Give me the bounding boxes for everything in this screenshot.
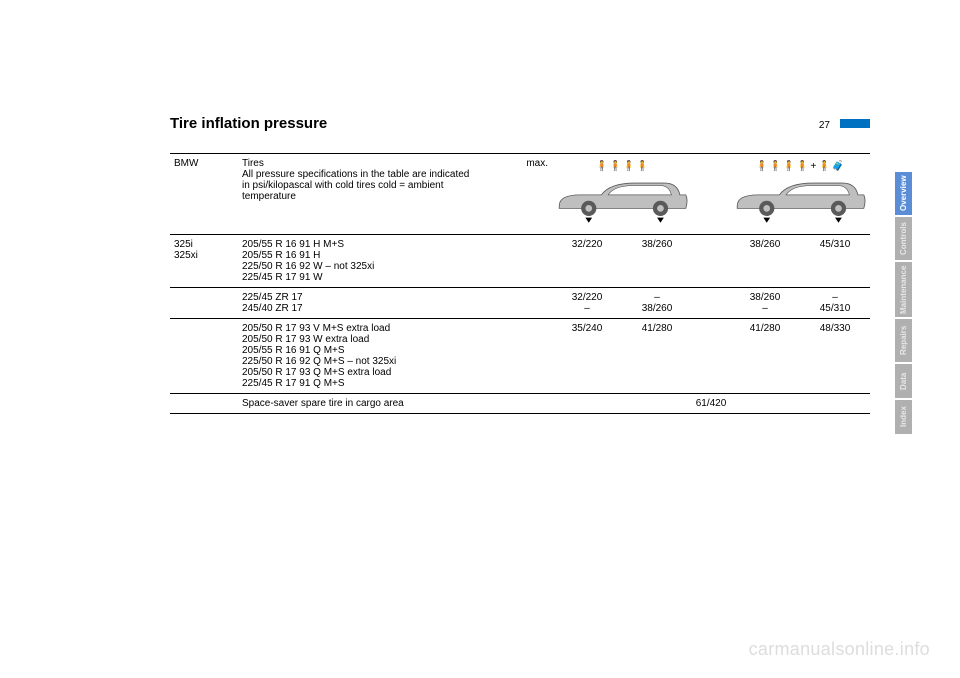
tab-controls[interactable]: Controls [895, 217, 912, 260]
page-content: Tire inflation pressure 27 BMW Tires All… [170, 115, 870, 414]
title-row: Tire inflation pressure 27 [170, 115, 870, 153]
cell-value: – 45/310 [800, 288, 870, 319]
spacer [476, 319, 552, 394]
cell-value: 45/310 [800, 235, 870, 288]
page-flag-icon [840, 119, 870, 128]
table-row: 325i 325xi 205/55 R 16 91 H M+S 205/55 R… [170, 235, 870, 288]
car-svg-normal [555, 172, 690, 227]
spacer [692, 154, 730, 235]
page-number-block: 27 [819, 115, 870, 133]
tab-overview[interactable]: Overview [895, 172, 912, 215]
header-row: BMW Tires All pressure specifications in… [170, 154, 870, 235]
cell-value: 32/220 [552, 235, 622, 288]
cell-value: 38/260 [622, 235, 692, 288]
cell-value: 41/280 [622, 319, 692, 394]
pressure-table: BMW Tires All pressure specifications in… [170, 153, 870, 414]
passengers-normal-icon: 🧍🧍🧍🧍 [552, 156, 692, 172]
spacer [476, 288, 552, 319]
cell-value: 48/330 [800, 319, 870, 394]
max-label: max. [476, 154, 552, 235]
cell-value: 41/280 [730, 319, 800, 394]
side-tabs: Overview Controls Maintenance Repairs Data In… [895, 172, 912, 436]
cell-model [170, 288, 238, 319]
passengers-full-icon: 🧍🧍🧍🧍+🧍🧳 [730, 156, 870, 172]
cell-value: 35/240 [552, 319, 622, 394]
cell-value: 38/260 – [730, 288, 800, 319]
spacer [170, 394, 238, 414]
tab-index[interactable]: Index [895, 400, 912, 434]
spacer [476, 235, 552, 288]
car-normal-load-icon: 🧍🧍🧍🧍 [552, 154, 692, 235]
spacer [692, 235, 730, 288]
spare-label: Space-saver spare tire in cargo area [238, 394, 476, 414]
header-tires: Tires All pressure specifications in the… [238, 154, 476, 235]
tab-maintenance[interactable]: Maintenance [895, 262, 912, 317]
header-model: BMW [170, 154, 238, 235]
car-svg-full [733, 172, 868, 227]
tab-repairs[interactable]: Repairs [895, 319, 912, 362]
spacer [476, 394, 552, 414]
spacer [692, 288, 730, 319]
cell-model: 325i 325xi [170, 235, 238, 288]
cell-tires: 225/45 ZR 17 245/40 ZR 17 [238, 288, 476, 319]
spare-value: 61/420 [552, 394, 870, 414]
page-title: Tire inflation pressure [170, 115, 327, 132]
car-full-load-icon: 🧍🧍🧍🧍+🧍🧳 [730, 154, 870, 235]
table-row: 225/45 ZR 17 245/40 ZR 17 32/220 – – 38/… [170, 288, 870, 319]
cell-value: 38/260 [730, 235, 800, 288]
cell-value: – 38/260 [622, 288, 692, 319]
cell-value: 32/220 – [552, 288, 622, 319]
tab-data[interactable]: Data [895, 364, 912, 398]
cell-model [170, 319, 238, 394]
watermark: carmanualsonline.info [749, 639, 930, 660]
spare-row: Space-saver spare tire in cargo area 61/… [170, 394, 870, 414]
cell-tires: 205/50 R 17 93 V M+S extra load 205/50 R… [238, 319, 476, 394]
cell-tires: 205/55 R 16 91 H M+S 205/55 R 16 91 H 22… [238, 235, 476, 288]
page-number: 27 [819, 120, 830, 131]
end-rule [170, 414, 870, 415]
table-row: 205/50 R 17 93 V M+S extra load 205/50 R… [170, 319, 870, 394]
spacer [692, 319, 730, 394]
